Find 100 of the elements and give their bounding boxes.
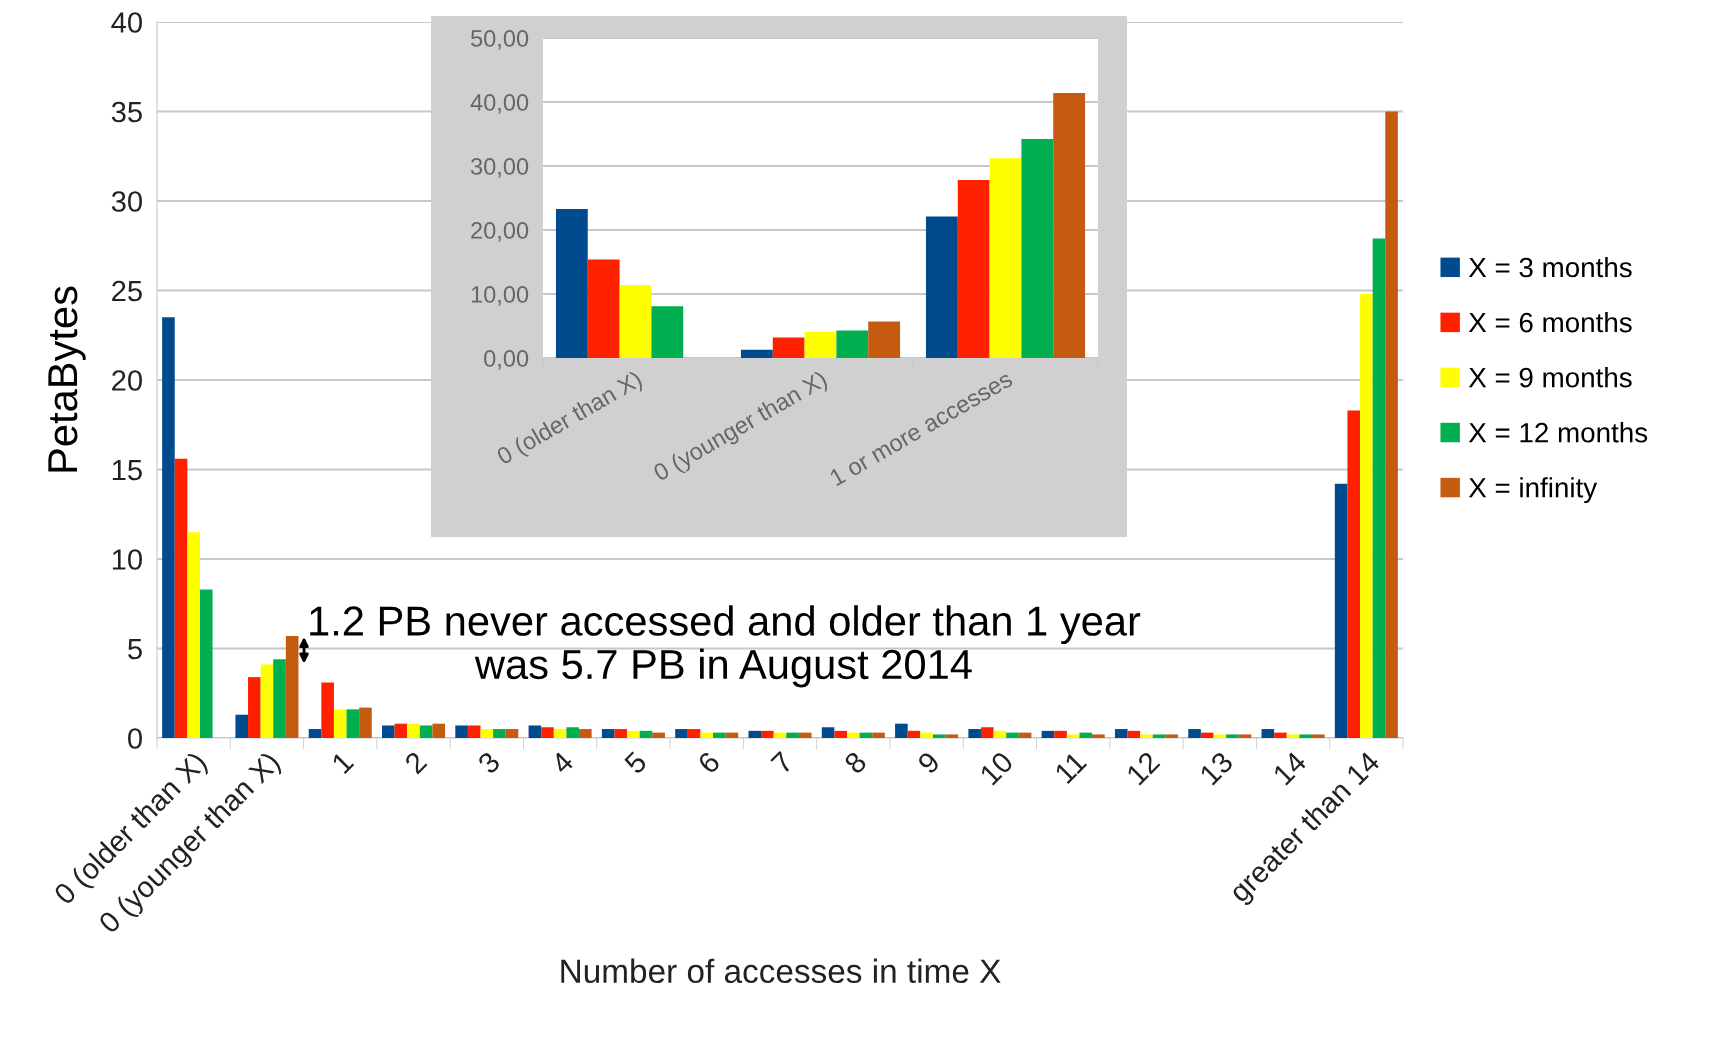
- bar: [553, 729, 567, 738]
- bar: [786, 732, 799, 738]
- y-tick-label: 20,00: [471, 222, 529, 242]
- bar: [1261, 729, 1275, 738]
- bar: [945, 734, 959, 738]
- bar: [505, 729, 519, 738]
- bar: [187, 532, 200, 738]
- bar: [651, 306, 684, 358]
- bar: [1347, 410, 1361, 738]
- bar: [872, 732, 885, 738]
- bar: [834, 730, 847, 738]
- bar: [1188, 729, 1201, 738]
- bar: [1041, 730, 1055, 738]
- y-tick-label: 0: [128, 728, 142, 749]
- bar: [925, 216, 958, 358]
- bar: [968, 729, 981, 738]
- bar: [1334, 483, 1348, 738]
- y-tick-label: 30,00: [470, 158, 529, 178]
- bar: [467, 725, 481, 738]
- y-tick-label: 35: [111, 101, 142, 123]
- bar: [772, 337, 805, 358]
- legend-label: X = 3 months: [1468, 256, 1632, 278]
- y-tick-label: 25: [112, 280, 142, 302]
- bar: [804, 331, 837, 358]
- bar: [1274, 732, 1287, 738]
- bar: [1152, 734, 1166, 738]
- y-tick-label: 15: [112, 460, 142, 481]
- bar: [920, 732, 933, 738]
- bar: [989, 158, 1022, 358]
- bar: [980, 727, 994, 738]
- bar: [652, 732, 665, 738]
- x-tick-label: 5: [623, 750, 648, 775]
- x-tick-label: 4: [549, 750, 575, 776]
- x-tick-label: 10: [979, 750, 1015, 786]
- y-tick-label: 40,00: [470, 94, 529, 114]
- y-tick-label: 10,00: [471, 286, 529, 306]
- bar: [1006, 732, 1019, 738]
- bar: [907, 730, 921, 738]
- bar: [740, 349, 773, 358]
- bar: [199, 589, 213, 738]
- bar: [235, 714, 249, 738]
- bar: [687, 729, 701, 738]
- x-tick-label: 6: [696, 750, 721, 775]
- bar: [1066, 734, 1080, 738]
- bar: [868, 321, 901, 358]
- bar: [713, 732, 726, 738]
- bar: [614, 729, 628, 738]
- bar: [455, 725, 468, 738]
- bar: [579, 729, 592, 738]
- bar: [285, 635, 299, 738]
- bar: [394, 723, 408, 738]
- x-tick-label: 12: [1125, 750, 1161, 786]
- bar: [1054, 730, 1067, 738]
- bar: [566, 727, 580, 738]
- bar: [798, 732, 812, 738]
- bar: [432, 723, 446, 738]
- bar: [836, 330, 869, 358]
- bar: [1213, 734, 1227, 738]
- bar: [174, 458, 188, 738]
- bar: [555, 208, 588, 358]
- bar: [407, 723, 420, 738]
- bar: [419, 725, 433, 738]
- legend-label: X = 9 months: [1468, 367, 1632, 388]
- bar: [601, 729, 615, 738]
- bar: [541, 727, 554, 738]
- bar: [587, 259, 620, 358]
- bar: [1053, 93, 1086, 358]
- x-tick-label: 1: [331, 750, 355, 774]
- x-tick-label: 11: [1054, 750, 1088, 784]
- bar: [993, 730, 1007, 738]
- bar: [1140, 734, 1153, 738]
- bar: [627, 730, 640, 738]
- y-tick-label: 20: [112, 370, 142, 391]
- bar: [700, 732, 714, 738]
- x-tick-label: 13: [1198, 750, 1235, 786]
- bar: [493, 729, 506, 738]
- y-axis-title: PetaBytes: [48, 286, 86, 472]
- legend-label: X = 12 months: [1468, 422, 1648, 443]
- bar: [273, 659, 286, 738]
- y-tick-label: 0,00: [484, 350, 529, 370]
- bar: [1286, 734, 1300, 738]
- bar: [1021, 139, 1054, 358]
- bar: [1385, 111, 1398, 738]
- bar: [382, 725, 395, 738]
- bar: [748, 730, 762, 738]
- bar: [1360, 294, 1373, 738]
- bar: [333, 709, 347, 738]
- bar: [248, 677, 261, 738]
- bar: [1238, 734, 1252, 738]
- bar: [932, 734, 946, 738]
- x-tick-label: 2: [403, 750, 428, 775]
- x-tick-label: 14: [1272, 750, 1308, 786]
- annotation: 1.2 PB never accessed and older than 1 year was 5.7 PB in August 2014: [310, 605, 1141, 688]
- bar: [346, 709, 360, 738]
- bar: [846, 732, 860, 738]
- bar: [619, 285, 652, 358]
- bar: [761, 730, 774, 738]
- bar: [359, 707, 372, 738]
- bar: [1079, 732, 1093, 738]
- bar: [675, 729, 688, 738]
